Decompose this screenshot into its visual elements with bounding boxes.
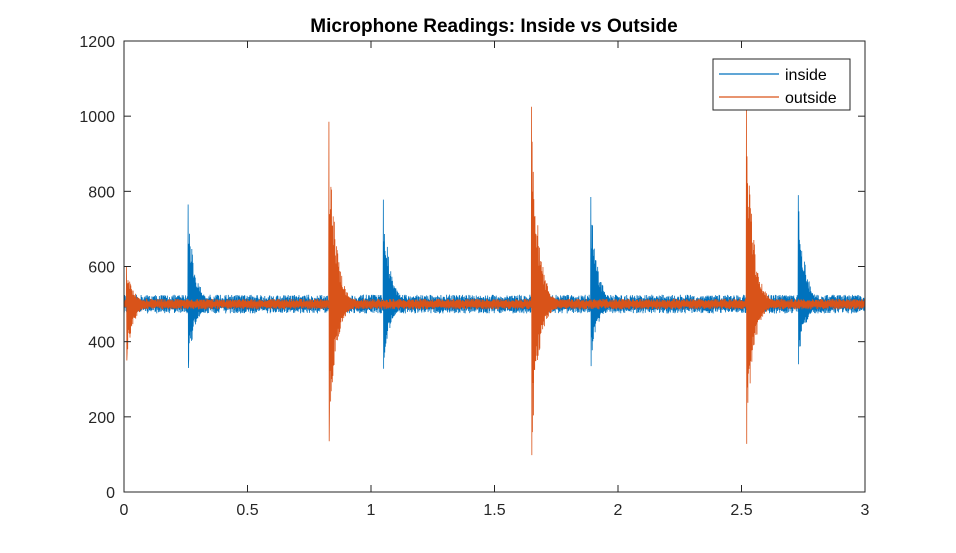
legend-box: [712, 58, 851, 111]
legend-label-outside: outside: [785, 90, 837, 107]
y-tick-label: 600: [88, 260, 115, 277]
y-tick-label: 1200: [79, 34, 115, 51]
y-tick-label: 1000: [79, 109, 115, 126]
y-tick-label: 800: [88, 184, 115, 201]
x-tick-label: 0.5: [236, 502, 258, 519]
legend: inside outside: [712, 58, 851, 111]
y-tick-label: 400: [88, 335, 115, 352]
y-tick-label: 0: [106, 485, 115, 502]
x-tick-label: 2.5: [730, 502, 752, 519]
x-tick-label: 1: [367, 502, 376, 519]
y-tick-label: 200: [88, 410, 115, 427]
chart-title: Microphone Readings: Inside vs Outside: [310, 16, 677, 37]
legend-label-inside: inside: [785, 67, 827, 84]
series-layer: [123, 106, 866, 456]
axes-layer: 0 0.5 1 1.5 2 2.5 3 0 200 400 600 800 1000 1200: [79, 34, 869, 519]
x-tick-label: 2: [614, 502, 623, 519]
series-line-outside: [123, 106, 866, 456]
x-tick-label: 0: [120, 502, 129, 519]
x-tick-label: 3: [861, 502, 870, 519]
plot-area: [124, 41, 865, 492]
x-tick-label: 1.5: [483, 502, 505, 519]
